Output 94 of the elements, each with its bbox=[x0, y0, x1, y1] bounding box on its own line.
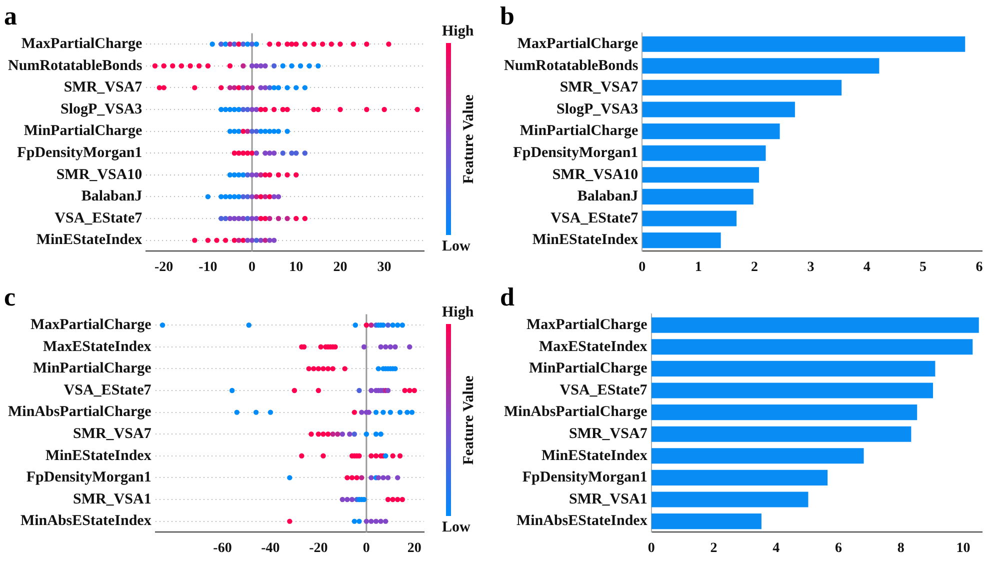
y-tick-label: SlogP_VSA3 bbox=[556, 101, 638, 118]
y-tick-label: SMR_VSA1 bbox=[72, 491, 152, 508]
y-tick-label: VSA_EState7 bbox=[64, 382, 152, 398]
y-tick-label: BalabanJ bbox=[81, 188, 143, 205]
x-tick-label: -20 bbox=[154, 260, 174, 276]
bar bbox=[651, 514, 762, 530]
bar bbox=[642, 58, 880, 74]
text: High bbox=[442, 304, 474, 321]
chart-title: c bbox=[4, 282, 16, 312]
bar bbox=[651, 448, 864, 464]
x-tick-label: 6 bbox=[976, 260, 983, 276]
y-tick-label: SlogP_VSA3 bbox=[60, 101, 142, 118]
x-tick-label: -10 bbox=[198, 260, 218, 276]
chart-title: a bbox=[4, 1, 17, 30]
x-tick-label: 0 bbox=[648, 541, 655, 556]
y-tick-label: SMR_VSA1 bbox=[568, 491, 648, 508]
y-tick-label: MinEStateIndex bbox=[45, 448, 152, 464]
y-tick-label: SMR_VSA7 bbox=[560, 80, 639, 96]
x-tick-label: 20 bbox=[407, 541, 422, 556]
bar bbox=[642, 210, 737, 226]
y-tick-label: SMR_VSA7 bbox=[568, 426, 648, 442]
bar bbox=[651, 317, 979, 333]
y-tick-label: NumRotatableBonds bbox=[504, 58, 638, 74]
y-tick-label: MinPartialCharge bbox=[33, 360, 152, 377]
y-tick-label: MinAbsPartialCharge bbox=[8, 404, 152, 420]
color-bar-title: Feature Value bbox=[460, 94, 477, 184]
y-tick-label: MinAbsEStateIndex bbox=[516, 513, 648, 530]
y-tick-label: MaxEStateIndex bbox=[42, 338, 152, 355]
bar bbox=[642, 188, 754, 204]
y-tick-label: FpDensityMorgan1 bbox=[26, 470, 152, 486]
y-tick-label: MaxPartialCharge bbox=[517, 36, 639, 52]
x-tick-label: -60 bbox=[213, 541, 232, 556]
y-tick-label: BalabanJ bbox=[577, 188, 639, 205]
bar bbox=[651, 339, 973, 355]
text: Low bbox=[442, 238, 471, 255]
x-tick-label: 30 bbox=[377, 260, 392, 276]
y-tick-label: MinPartialCharge bbox=[24, 123, 143, 140]
y-tick-label: MaxPartialCharge bbox=[21, 36, 143, 52]
x-tick-label: 4 bbox=[772, 541, 780, 556]
x-tick-label: 2 bbox=[710, 541, 718, 556]
x-tick-label: 6 bbox=[834, 541, 842, 556]
bar bbox=[642, 124, 780, 140]
y-tick-label: FpDensityMorgan1 bbox=[513, 144, 638, 161]
x-tick-label: 3 bbox=[807, 260, 814, 276]
color-bar-title: Feature Value bbox=[460, 375, 477, 465]
x-tick-label: 10 bbox=[956, 541, 970, 556]
y-tick-label: SMR_VSA10 bbox=[56, 166, 142, 183]
bar bbox=[651, 470, 828, 486]
x-tick-label: 2 bbox=[751, 260, 758, 276]
y-tick-label: MinPartialCharge bbox=[529, 360, 648, 377]
bar bbox=[651, 426, 912, 442]
y-tick-label: FpDensityMorgan1 bbox=[522, 470, 648, 486]
x-tick-label: -20 bbox=[309, 541, 328, 556]
bar bbox=[642, 232, 721, 248]
x-tick-label: 0 bbox=[248, 260, 256, 276]
y-tick-label: NumRotatableBonds bbox=[8, 58, 142, 74]
x-tick-label: 4 bbox=[863, 260, 870, 276]
bar bbox=[651, 404, 918, 420]
x-tick-label: -40 bbox=[261, 541, 280, 556]
y-tick-label: MinAbsPartialCharge bbox=[504, 404, 648, 420]
y-tick-label: MaxPartialCharge bbox=[526, 316, 648, 333]
chart-title: d bbox=[500, 282, 515, 312]
y-tick-label: MaxPartialCharge bbox=[30, 316, 152, 333]
bar bbox=[642, 145, 766, 161]
y-tick-label: SMR_VSA7 bbox=[64, 80, 143, 96]
y-tick-label: MinEStateIndex bbox=[36, 232, 143, 248]
bar bbox=[642, 167, 760, 183]
y-tick-label: VSA_EState7 bbox=[560, 382, 648, 398]
bar bbox=[651, 360, 936, 376]
y-tick-label: VSA_EState7 bbox=[550, 210, 639, 226]
x-tick-label: 0 bbox=[638, 260, 646, 276]
y-tick-label: MaxEStateIndex bbox=[538, 338, 648, 355]
bar bbox=[642, 102, 795, 118]
bar bbox=[642, 36, 966, 52]
x-tick-label: 20 bbox=[333, 260, 348, 276]
x-tick-label: 8 bbox=[897, 541, 904, 556]
bar bbox=[642, 80, 842, 96]
bar bbox=[651, 492, 808, 508]
y-tick-label: SMR_VSA7 bbox=[72, 426, 152, 442]
x-tick-label: 10 bbox=[289, 260, 304, 276]
y-tick-label: MinEStateIndex bbox=[541, 448, 648, 464]
bar bbox=[651, 382, 934, 398]
y-tick-label: VSA_EState7 bbox=[54, 210, 143, 226]
chart-title: b bbox=[500, 1, 514, 30]
text: Low bbox=[442, 520, 471, 536]
y-tick-label: SMR_VSA10 bbox=[552, 166, 638, 183]
text: High bbox=[442, 24, 474, 40]
y-tick-label: MinEStateIndex bbox=[532, 232, 639, 248]
x-tick-label: 5 bbox=[920, 260, 927, 276]
y-tick-label: MinAbsEStateIndex bbox=[20, 513, 152, 530]
y-tick-label: MinPartialCharge bbox=[520, 123, 639, 140]
x-tick-label: 1 bbox=[694, 260, 702, 276]
y-tick-label: FpDensityMorgan1 bbox=[17, 144, 142, 161]
x-tick-label: 0 bbox=[362, 541, 370, 556]
